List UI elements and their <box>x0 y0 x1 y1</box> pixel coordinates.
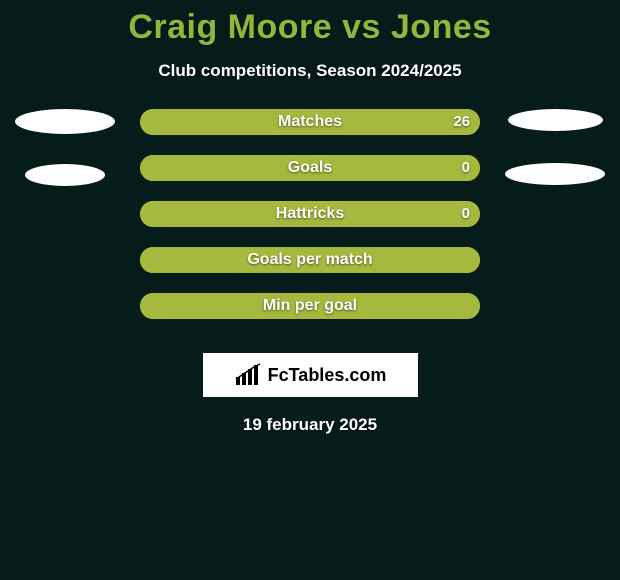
stat-bar-row: Min per goal <box>140 293 480 319</box>
barchart-icon <box>234 363 262 387</box>
stat-bar-row: Matches26 <box>140 109 480 135</box>
bar-right-fill <box>140 293 480 319</box>
bar-value-right: 0 <box>462 201 470 227</box>
date-line: 19 february 2025 <box>0 415 620 435</box>
stat-bar-row: Goals per match <box>140 247 480 273</box>
bar-right-fill <box>140 201 480 227</box>
branding-badge: FcTables.com <box>203 353 418 397</box>
bar-right-fill <box>140 155 480 181</box>
page-title: Craig Moore vs Jones <box>0 0 620 47</box>
stat-bar-row: Hattricks0 <box>140 201 480 227</box>
page-subtitle: Club competitions, Season 2024/2025 <box>0 61 620 81</box>
left-player-marks <box>10 109 120 186</box>
bar-right-fill <box>140 247 480 273</box>
branding-text: FcTables.com <box>268 365 387 386</box>
ellipse-icon <box>25 164 105 186</box>
stat-bars: Matches26 Goals0 Hattricks0 Goals per match… <box>140 109 480 339</box>
ellipse-icon <box>508 109 603 131</box>
comparison-area: Matches26 Goals0 Hattricks0 Goals per match… <box>0 109 620 339</box>
bar-value-right: 26 <box>453 109 470 135</box>
ellipse-icon <box>505 163 605 185</box>
bar-right-fill <box>140 109 480 135</box>
right-player-marks <box>500 109 610 185</box>
bar-value-right: 0 <box>462 155 470 181</box>
ellipse-icon <box>15 109 115 134</box>
stat-bar-row: Goals0 <box>140 155 480 181</box>
